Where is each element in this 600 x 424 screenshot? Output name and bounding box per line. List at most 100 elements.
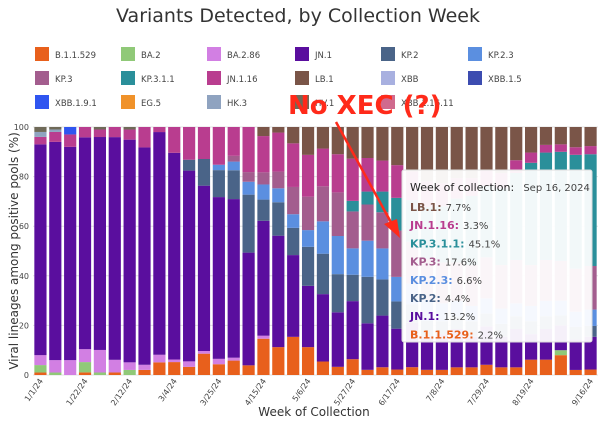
tooltip-value: 3.3% bbox=[463, 221, 488, 232]
bar-jn-1-16-4-22-24 bbox=[272, 132, 285, 172]
tooltip-value: 13.2% bbox=[444, 312, 476, 323]
bar-jn-1-16-1-22-24 bbox=[78, 127, 92, 138]
tooltip-variant: KP.2.3: bbox=[410, 274, 453, 287]
bar-jn-1-1-15-24 bbox=[64, 146, 77, 361]
bar-jn-1-7-1-24 bbox=[420, 336, 434, 370]
y-tick-0: 0 bbox=[24, 371, 29, 380]
bar-jn-1-2-12-24 bbox=[123, 139, 136, 363]
bar-b-1-1-529-5-6-24 bbox=[301, 347, 315, 375]
legend-swatch-kp-3 bbox=[35, 71, 49, 85]
tooltip-variant: LB.1: bbox=[410, 201, 442, 214]
tooltip-value: 7.7% bbox=[446, 203, 471, 214]
bar-lb-1-8-19-24 bbox=[525, 127, 538, 153]
bar-kp-2-3-11-24 bbox=[183, 159, 196, 171]
bar-kp-3-4-8-24 bbox=[242, 172, 255, 182]
bar-ba-2-1-8-24 bbox=[49, 372, 62, 375]
bar-b-1-1-529-7-29-24 bbox=[480, 364, 493, 375]
bar-jn-1-16-4-8-24 bbox=[242, 127, 255, 173]
bar-ba-2-86-2-19-24 bbox=[138, 364, 151, 370]
bar-kp-3-5-27-24 bbox=[346, 211, 359, 249]
bar-jn-1-7-8-24 bbox=[435, 334, 448, 370]
bar-lb-1-9-9-24 bbox=[569, 127, 582, 148]
bar-lb-1-4-22-24 bbox=[272, 127, 285, 133]
bar-b-1-1-529-7-22-24 bbox=[465, 367, 478, 375]
bar-b-1-1-529-5-27-24 bbox=[346, 359, 359, 375]
bar-b-1-1-529-5-13-24 bbox=[316, 361, 330, 375]
legend-label-ba-2-86: BA.2.86 bbox=[227, 51, 260, 61]
bar-kp-2-3-25-24 bbox=[212, 170, 225, 198]
legend-swatch-xbb-1-5 bbox=[468, 71, 482, 85]
bar-kp-2-3-6-3-24 bbox=[361, 240, 374, 277]
bar-kp-2-5-13-24 bbox=[316, 253, 330, 295]
bar-stack-5-27-24 bbox=[346, 127, 359, 375]
bar-b-1-1-529-3-11-24 bbox=[183, 366, 196, 375]
bar-lb-1-4-29-24 bbox=[287, 127, 300, 144]
bar-hv-1-1-29-24 bbox=[93, 127, 106, 130]
tooltip-rows: LB.1: 7.7% JN.1.16: 3.3% KP.3.1.1: 45.1% KP.3:… bbox=[409, 201, 503, 341]
bar-b-1-1-529-6-17-24 bbox=[391, 369, 404, 375]
bar-jn-1-7-22-24 bbox=[465, 336, 478, 368]
bar-jn-1-8-5-24 bbox=[495, 336, 508, 368]
x-tick-7-29-24: 7/29/24 bbox=[466, 377, 491, 407]
bar-ba-2-9-2-24 bbox=[554, 350, 567, 356]
tooltip-row-kp-3-1-1: KP.3.1.1: 45.1% bbox=[410, 237, 500, 250]
bar-kp-3-4-15-24 bbox=[257, 172, 270, 185]
legend-swatch-xbb-1-16-11 bbox=[381, 95, 395, 109]
bar-jn-1-5-20-24 bbox=[331, 312, 344, 367]
legend-swatch-eg-5 bbox=[121, 95, 135, 109]
tooltip-box bbox=[401, 169, 593, 343]
bar-kp-3-1-1-6-10-24 bbox=[376, 191, 389, 213]
bar-jn-1-16-6-17-24 bbox=[391, 165, 404, 198]
bar-jn-1-16-5-13-24 bbox=[316, 148, 330, 187]
bar-stack-5-20-24 bbox=[331, 127, 344, 375]
bar-jn-1-16-4-29-24 bbox=[287, 143, 300, 187]
x-tick-5-6-24: 5/6/24 bbox=[291, 377, 313, 403]
bar-jn-1-1-29-24 bbox=[93, 137, 106, 350]
bar-lb-1-7-8-24 bbox=[435, 127, 448, 184]
x-tick-5-27-24: 5/27/24 bbox=[332, 377, 357, 407]
bar-ba-2-86-1-29-24 bbox=[93, 349, 106, 373]
bar-jn-1-16-8-19-24 bbox=[525, 152, 538, 163]
annotation-arrowhead bbox=[384, 219, 400, 238]
tooltip-value: 45.1% bbox=[468, 239, 500, 250]
bar-jn-1-16-1-29-24 bbox=[93, 129, 106, 138]
legend-swatch-xbb bbox=[381, 71, 395, 85]
bar-stack-1-22-24 bbox=[78, 127, 92, 375]
bar-jn-1-16-1-1-24 bbox=[34, 136, 47, 145]
bar-kp-2-3-4-29-24 bbox=[287, 214, 300, 228]
bar-jn-1-16-2-5-24 bbox=[108, 127, 121, 138]
bar-kp-2-3-4-22-24 bbox=[272, 188, 285, 203]
bar-hv-1-2-12-24 bbox=[123, 127, 136, 130]
bar-stack-2-12-24 bbox=[123, 127, 136, 375]
legend-swatch-lb-1 bbox=[295, 71, 309, 85]
bar-kp-3-1-1-5-27-24 bbox=[346, 200, 359, 212]
tooltip-row-kp-3: KP.3: 17.6% bbox=[410, 256, 477, 269]
bar-xbb-1-9-1-1-15-24 bbox=[64, 127, 77, 135]
tooltip-date: Sep 16, 2024 bbox=[523, 183, 590, 194]
bar-b-1-1-529-9-16-24 bbox=[584, 369, 597, 375]
bar-lb-1-5-13-24 bbox=[316, 127, 330, 149]
bar-stack-3-11-24 bbox=[183, 127, 196, 375]
bar-jn-1-4-15-24 bbox=[257, 220, 270, 336]
bar-jn-1-16-2-12-24 bbox=[123, 129, 136, 140]
bar-lb-1-8-26-24 bbox=[539, 127, 553, 145]
bar-stack-3-25-24 bbox=[212, 127, 225, 375]
x-tick-1-1-24: 1/1/24 bbox=[23, 377, 45, 403]
bar-b-1-1-529-2-19-24 bbox=[138, 369, 151, 375]
legend-label-kp-2-3: KP.2.3 bbox=[488, 51, 514, 61]
legend-label-jn-1: JN.1 bbox=[314, 51, 332, 61]
bar-ba-2-86-4-1-24 bbox=[227, 357, 240, 361]
legend-label-kp-2: KP.2 bbox=[401, 51, 419, 61]
bar-jn-1-6-17-24 bbox=[391, 328, 404, 370]
x-tick-9-16-24: 9/16/24 bbox=[570, 377, 595, 407]
annotation-text: No XEC (?) bbox=[288, 91, 441, 121]
tooltip-value: 6.6% bbox=[457, 276, 482, 287]
bar-kp-2-3-4-8-24 bbox=[242, 181, 255, 195]
bar-jn-1-16-9-16-24 bbox=[584, 146, 597, 155]
bar-lb-1-8-5-24 bbox=[495, 127, 508, 174]
bar-stack-1-8-24 bbox=[49, 127, 62, 375]
x-tick-2-12-24: 2/12/24 bbox=[109, 377, 134, 407]
bar-kp-3-4-29-24 bbox=[287, 186, 300, 215]
bar-jn-1-6-3-24 bbox=[361, 323, 374, 370]
